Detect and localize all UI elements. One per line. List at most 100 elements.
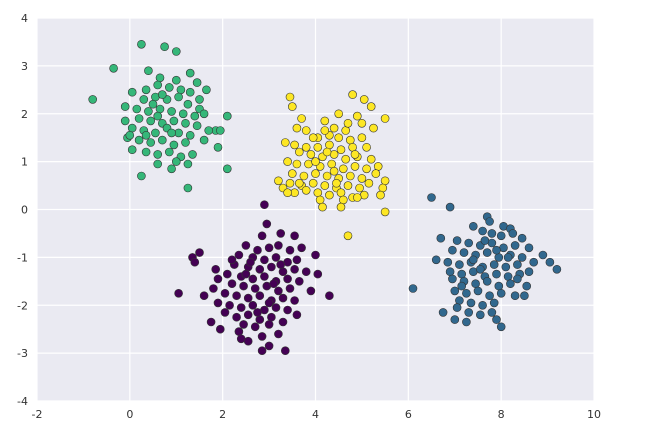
scatter-point-series-4 (408, 284, 418, 293)
scatter-point-series-3 (257, 332, 267, 341)
scatter-point-series-3 (290, 296, 299, 305)
scatter-point-series-4 (455, 260, 464, 269)
scatter-point-series-4 (466, 298, 476, 308)
scatter-point-series-3 (260, 272, 269, 281)
x-tick-label: 0 (126, 408, 133, 421)
scatter-point-series-1 (204, 126, 213, 135)
scatter-point-series-1 (195, 95, 204, 104)
scatter-point-series-2 (306, 150, 316, 159)
scatter-point-series-3 (227, 255, 237, 265)
scatter-point-series-3 (276, 260, 286, 269)
scatter-point-series-2 (320, 181, 330, 190)
x-tick-label: -2 (32, 408, 43, 421)
scatter-point-series-3 (262, 219, 272, 229)
scatter-point-series-2 (341, 126, 351, 135)
scatter-point-series-2 (345, 171, 355, 181)
scatter-point-series-3 (280, 346, 290, 356)
scatter-point-series-2 (371, 169, 381, 178)
scatter-point-series-2 (355, 183, 364, 193)
y-tick-label: 2 (21, 108, 28, 121)
x-tick-label: 10 (587, 408, 601, 421)
scatter-point-series-1 (183, 99, 193, 109)
scatter-point-series-4 (450, 315, 460, 324)
scatter-point-series-2 (325, 140, 334, 150)
scatter-point-series-4 (520, 291, 529, 301)
scatter-point-series-3 (255, 291, 265, 301)
scatter-point-series-1 (88, 95, 97, 104)
scatter-point-series-4 (452, 303, 462, 312)
y-tick-label: 1 (21, 156, 28, 169)
y-axis-tick-labels: -4 -3 -2 -1 0 1 2 3 4 (17, 12, 28, 408)
y-tick-label: 4 (21, 12, 28, 25)
scatter-point-series-3 (206, 317, 216, 327)
scatter-point-series-4 (489, 298, 499, 308)
scatter-point-series-2 (332, 178, 341, 188)
scatter-point-series-1 (192, 121, 202, 130)
scatter-point-series-1 (141, 85, 151, 95)
scatter-point-series-2 (357, 133, 367, 142)
scatter-point-series-2 (336, 145, 346, 154)
scatter-point-series-4 (471, 279, 480, 289)
scatter-point-series-3 (276, 229, 286, 238)
scatter-point-series-4 (462, 288, 471, 298)
scatter-point-series-2 (301, 126, 311, 135)
scatter-point-series-1 (185, 87, 195, 97)
scatter-point-series-2 (313, 143, 323, 152)
scatter-point-series-4 (489, 260, 499, 269)
scatter-point-series-2 (334, 109, 344, 119)
scatter-point-series-2 (308, 133, 318, 142)
scatter-point-series-1 (153, 111, 162, 121)
x-tick-label: 4 (312, 408, 319, 421)
scatter-point-series-3 (209, 284, 218, 293)
scatter-point-series-3 (250, 322, 260, 332)
scatter-point-series-2 (380, 114, 390, 123)
scatter-point-series-3 (211, 264, 220, 274)
scatter-point-series-1 (120, 102, 130, 111)
scatter-point-series-3 (278, 317, 288, 327)
scatter-point-series-1 (181, 119, 190, 128)
scatter-point-series-3 (250, 284, 260, 293)
scatter-point-series-1 (188, 150, 197, 159)
scatter-point-series-4 (513, 274, 522, 284)
scatter-point-series-3 (213, 274, 223, 284)
scatter-point-series-1 (181, 138, 190, 147)
scatter-point-series-3 (267, 262, 276, 272)
scatter-point-series-4 (506, 279, 515, 289)
scatter-point-series-2 (301, 143, 311, 152)
scatter-point-series-3 (216, 324, 225, 334)
scatter-point-series-3 (199, 291, 209, 301)
x-tick-label: 2 (219, 408, 226, 421)
scatter-point-series-2 (336, 202, 346, 212)
scatter-point-series-4 (487, 308, 497, 317)
scatter-point-series-1 (165, 147, 174, 157)
scatter-point-series-4 (513, 260, 522, 269)
scatter-point-series-4 (464, 308, 474, 317)
scatter-point-series-4 (485, 217, 494, 226)
scatter-point-series-1 (148, 99, 158, 109)
scatter-point-series-4 (517, 233, 527, 243)
scatter-point-series-1 (127, 123, 137, 133)
scatter-point-series-2 (294, 178, 304, 188)
scatter-point-series-2 (287, 169, 297, 178)
scatter-point-series-2 (315, 195, 325, 205)
scatter-point-series-1 (174, 92, 183, 102)
scatter-point-series-3 (311, 250, 320, 260)
scatter-point-series-1 (167, 164, 176, 174)
scatter-point-series-2 (311, 157, 320, 166)
scatter-point-series-3 (285, 284, 295, 293)
scatter-point-series-4 (473, 286, 483, 296)
scatter-point-series-3 (234, 327, 244, 336)
scatter-point-series-1 (192, 78, 202, 87)
scatter-point-series-1 (125, 131, 135, 140)
x-axis-tick-labels: -2 0 2 4 6 8 10 (32, 408, 601, 421)
scatter-point-series-4 (450, 286, 460, 296)
scatter-point-series-2 (285, 92, 295, 102)
scatter-point-series-1 (120, 116, 130, 126)
scatter-point-series-3 (255, 264, 265, 274)
scatter-point-series-3 (264, 341, 274, 351)
scatter-point-series-4 (494, 253, 504, 262)
scatter-point-series-2 (376, 190, 385, 200)
scatter-point-series-3 (243, 336, 253, 346)
scatter-point-series-1 (172, 47, 181, 56)
scatter-point-series-3 (220, 288, 230, 298)
